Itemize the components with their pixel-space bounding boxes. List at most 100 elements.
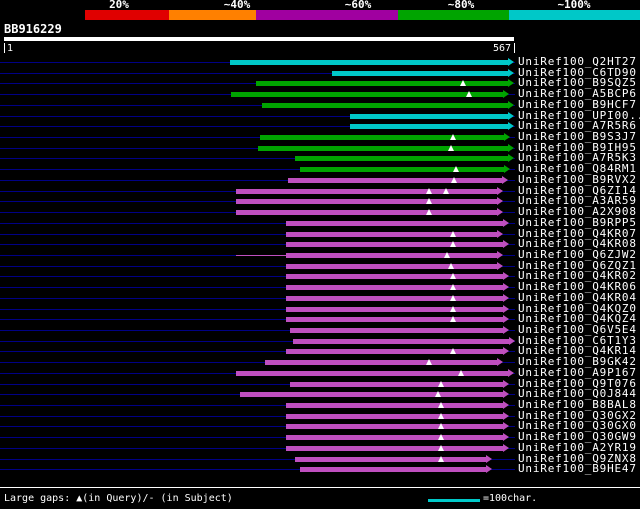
hsp-bar[interactable] — [285, 285, 503, 291]
hit-label[interactable]: UniRef100_Q2HT27 — [518, 55, 637, 68]
gap-marker-icon — [449, 230, 456, 237]
hit-label[interactable]: UniRef100_A2X908 — [518, 205, 637, 219]
hit-row: UniRef100_C6TD90 — [0, 65, 640, 79]
hsp-bar[interactable] — [262, 102, 509, 108]
hsp-bar[interactable] — [236, 199, 498, 205]
hsp-bar[interactable] — [295, 156, 509, 162]
hsp-bar[interactable] — [239, 392, 503, 398]
hit-label[interactable]: UniRef100_C6T1Y3 — [518, 333, 637, 347]
hit-label[interactable]: UniRef100_A3AR59 — [518, 194, 637, 208]
hit-label[interactable]: UniRef100_B9RPP5 — [518, 215, 637, 229]
hit-label[interactable]: UniRef100_Q30GX2 — [518, 408, 637, 422]
hit-label[interactable]: UniRef100_B9RVX2 — [518, 172, 637, 186]
hsp-bar[interactable] — [236, 188, 498, 194]
hit-label[interactable]: UniRef100_Q9ZNX8 — [518, 451, 637, 465]
hit-row: UniRef100_B9SQZ5 — [0, 78, 640, 89]
gap-marker-icon — [425, 187, 432, 194]
hit-row: UniRef100_Q30GW9 — [0, 430, 640, 444]
hit-label[interactable]: UniRef100_B9SQZ5 — [518, 76, 637, 90]
hit-label[interactable]: UniRef100_Q30GW9 — [518, 430, 637, 444]
hsp-bar[interactable] — [260, 135, 504, 141]
hit-label[interactable]: UniRef100_Q6ZJW2 — [518, 247, 637, 261]
hsp-bar[interactable] — [295, 456, 486, 462]
hsp-bar[interactable] — [285, 295, 503, 301]
hsp-bar[interactable] — [285, 274, 503, 280]
hit-row: UniRef100_B9GK42 — [0, 355, 640, 369]
hsp-bar[interactable] — [264, 360, 498, 366]
hit-label[interactable]: UniRef100_Q6ZI14 — [518, 183, 637, 197]
hsp-arrowhead-icon — [502, 293, 509, 302]
hit-label[interactable]: UniRef100_B9HCF7 — [518, 97, 637, 111]
hsp-bar[interactable] — [255, 81, 509, 87]
hit-label[interactable]: UniRef100_Q6ZQZ1 — [518, 258, 637, 272]
hsp-bar[interactable] — [230, 92, 503, 98]
hsp-bar[interactable] — [285, 435, 503, 441]
hit-label[interactable]: UniRef100_A7R5K3 — [518, 151, 637, 165]
hsp-bar[interactable] — [285, 445, 503, 451]
hit-baseline — [0, 115, 515, 117]
hit-label[interactable]: UniRef100_Q4KR02 — [518, 269, 637, 283]
hsp-bar[interactable] — [332, 70, 509, 76]
hsp-bar[interactable] — [288, 177, 502, 183]
hsp-bar[interactable] — [290, 381, 503, 387]
hsp-bar[interactable] — [285, 424, 503, 430]
hit-label[interactable]: UniRef100_B9S3J7 — [518, 130, 637, 144]
hsp-bar[interactable] — [285, 403, 503, 408]
hit-label[interactable]: UniRef100_Q6V5E4 — [518, 322, 637, 336]
hit-label[interactable]: UniRef100_Q4KR06 — [518, 280, 637, 294]
hsp-bar[interactable] — [285, 220, 503, 226]
hit-label[interactable]: UniRef100_Q4KR08 — [518, 237, 637, 251]
hsp-bar[interactable] — [285, 349, 503, 355]
hit-label[interactable]: UniRef100_Q4KR07 — [518, 226, 637, 240]
hit-row: UniRef100_Q4KQZ0 — [0, 301, 640, 315]
hit-label[interactable]: UniRef100_B8BAL8 — [518, 398, 637, 411]
hit-label[interactable]: UniRef100_A9P167 — [518, 365, 637, 379]
hit-label[interactable]: UniRef100_B9HE47 — [518, 462, 637, 476]
hsp-arrowhead-icon — [502, 240, 509, 249]
hit-row: UniRef100_A2YR19 — [0, 440, 640, 454]
hit-label[interactable]: UniRef100_Q4KQZ0 — [518, 301, 637, 315]
hit-row: UniRef100_B9HCF7 — [0, 97, 640, 111]
hit-baseline — [0, 222, 515, 224]
hsp-bar[interactable] — [350, 124, 509, 130]
hsp-bar[interactable] — [257, 145, 509, 151]
hsp-bar[interactable] — [229, 60, 509, 65]
hsp-bar[interactable] — [290, 327, 503, 333]
hit-label[interactable]: UniRef100_A2YR19 — [518, 440, 637, 454]
hsp-bar[interactable] — [285, 413, 503, 419]
hit-label[interactable]: UniRef100_A5BCP6 — [518, 87, 637, 101]
hsp-bar[interactable] — [350, 113, 509, 119]
hit-label[interactable]: UniRef100_B9GK42 — [518, 355, 637, 369]
hsp-arrowhead-icon — [508, 79, 515, 88]
key-label: ~40% — [223, 0, 251, 11]
hsp-bar[interactable] — [299, 467, 486, 473]
hsp-bar[interactable] — [285, 306, 503, 312]
hit-label[interactable]: UniRef100_Q9T076 — [518, 376, 637, 390]
hit-label[interactable]: UniRef100_Q30GX0 — [518, 419, 637, 433]
key-label: ~100% — [557, 0, 591, 11]
hit-label[interactable]: UniRef100_C6TD90 — [518, 65, 637, 79]
hit-row: UniRef100_Q6ZJW2 — [0, 247, 640, 261]
hsp-bar[interactable] — [236, 210, 498, 216]
hit-label[interactable]: UniRef100_Q4KQZ4 — [518, 312, 637, 326]
hsp-arrowhead-icon — [508, 122, 515, 131]
hsp-bar[interactable] — [285, 317, 503, 323]
gap-marker-icon — [449, 294, 456, 301]
hit-label[interactable]: UniRef100_Q84RM1 — [518, 162, 637, 176]
hsp-bar[interactable] — [299, 167, 504, 173]
hit-label[interactable]: UniRef100_A7R5R6 — [518, 119, 637, 133]
hsp-bar[interactable] — [285, 263, 498, 269]
hsp-bar[interactable] — [285, 242, 503, 248]
hit-label[interactable]: UniRef100_Q4KR14 — [518, 344, 637, 358]
hit-baseline — [0, 233, 515, 235]
hsp-bar[interactable] — [285, 252, 498, 258]
hsp-bar[interactable] — [236, 370, 509, 376]
hit-label[interactable]: UniRef100_Q4KR04 — [518, 290, 637, 304]
hit-baseline — [0, 169, 515, 171]
hsp-bar[interactable] — [285, 231, 498, 237]
hit-label[interactable]: UniRef100_UPI00.. — [518, 108, 640, 122]
hit-row: UniRef100_Q4KR04 — [0, 290, 640, 304]
hit-label[interactable]: UniRef100_B9IH95 — [518, 140, 637, 154]
hsp-bar[interactable] — [292, 338, 509, 344]
hit-label[interactable]: UniRef100_Q0J844 — [518, 387, 637, 401]
